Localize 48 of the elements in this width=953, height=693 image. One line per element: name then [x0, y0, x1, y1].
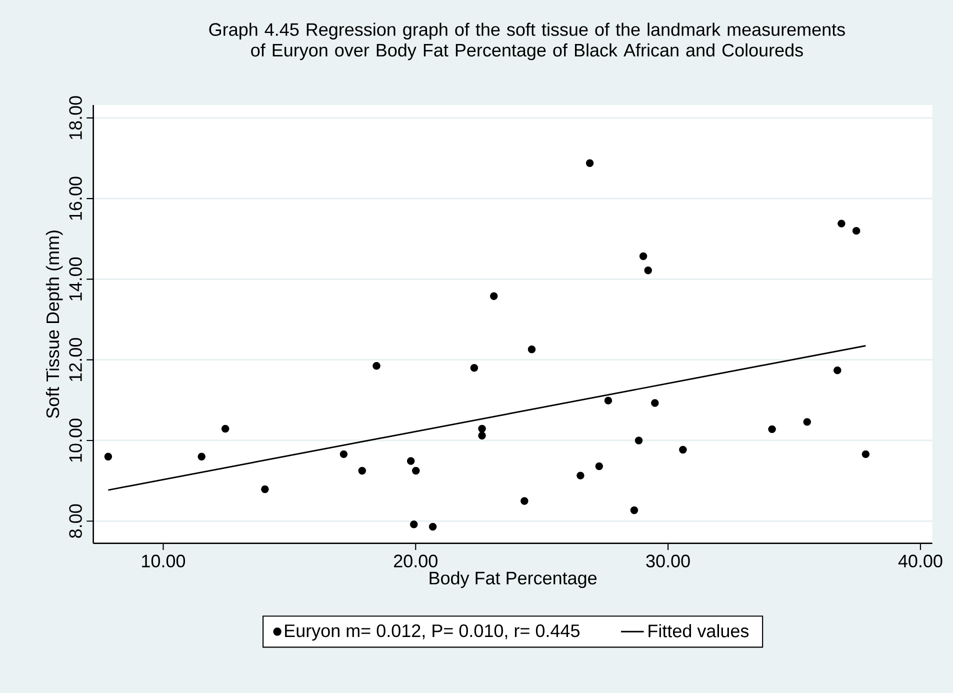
point [838, 220, 846, 228]
y-tick-label: 8.00 [69, 504, 82, 538]
point [576, 472, 584, 480]
point [198, 452, 206, 460]
point [634, 436, 643, 444]
legend-label: Euryon m= 0.012, P= 0.010, r= 0.445 [285, 624, 580, 641]
y-tick-label: 12.00 [69, 338, 82, 381]
point [803, 418, 811, 426]
point [358, 466, 366, 475]
legend-label: Fitted values [648, 624, 749, 638]
point [104, 452, 112, 460]
point [261, 485, 269, 494]
point [644, 266, 652, 274]
point [630, 506, 638, 514]
point [412, 466, 420, 475]
point [586, 159, 594, 167]
point [490, 292, 498, 300]
point [768, 425, 776, 434]
x-tick-label: 20.00 [394, 554, 438, 568]
point [595, 462, 604, 470]
chart-title: Graph 4.45 Regression graph of the soft tissue of the landmark measurements of Euryon over Body Fat Percentage of Black African and Coloureds [209, 22, 845, 60]
point [651, 399, 659, 407]
point [410, 520, 418, 528]
x-tick-label: 10.00 [142, 554, 186, 568]
point [604, 396, 612, 404]
point [406, 457, 415, 465]
point [679, 446, 687, 454]
point [340, 450, 348, 458]
point [428, 522, 437, 531]
y-axis-title: Soft Tissue Depth (mm) [46, 230, 63, 418]
point [862, 450, 870, 458]
point [639, 252, 648, 260]
point [470, 364, 478, 372]
point [478, 432, 486, 440]
y-tick-label: 18.00 [69, 96, 82, 140]
point [221, 424, 230, 433]
point [372, 362, 380, 370]
x-tick-label: 30.00 [646, 554, 690, 568]
point [520, 497, 528, 505]
point [528, 345, 536, 354]
y-tick-label: 14.00 [69, 257, 82, 300]
y-tick-label: 10.00 [69, 418, 82, 462]
point [834, 366, 842, 374]
x-axis-title: Body Fat Percentage [430, 571, 597, 588]
y-tick-label: 16.00 [69, 176, 82, 220]
x-tick-label: 40.00 [898, 554, 942, 568]
point [478, 424, 486, 433]
point [852, 226, 860, 235]
